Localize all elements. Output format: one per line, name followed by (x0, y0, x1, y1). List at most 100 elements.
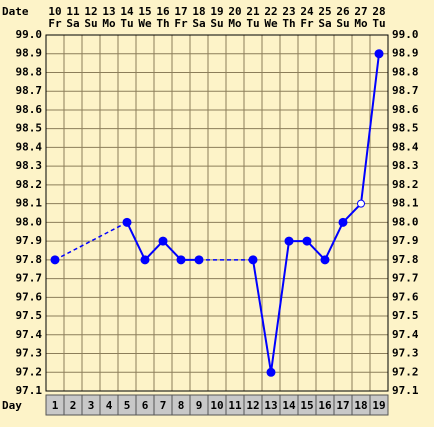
y-tick-label: 98.8 (16, 65, 43, 78)
y-tick-label: 98.3 (16, 159, 43, 172)
y-tick-label-right: 97.1 (392, 384, 419, 397)
y-tick-label: 97.3 (16, 347, 43, 360)
day-number: 19 (372, 399, 385, 412)
y-tick-label-right: 97.3 (392, 347, 419, 360)
y-tick-label-right: 98.0 (392, 215, 419, 228)
y-tick-label-right: 97.6 (392, 290, 419, 303)
day-number: 16 (318, 399, 332, 412)
y-tick-label: 98.6 (16, 103, 43, 116)
day-number: 17 (336, 399, 349, 412)
date-number: 24 (300, 5, 314, 18)
y-tick-label-right: 97.5 (392, 309, 419, 322)
y-tick-label-right: 97.2 (392, 365, 419, 378)
day-number: 15 (300, 399, 313, 412)
temp-point (266, 367, 276, 377)
date-label: Date (2, 5, 29, 18)
y-tick-label: 99.0 (16, 28, 43, 41)
day-number: 11 (228, 399, 242, 412)
day-number: 2 (70, 399, 77, 412)
day-number: 13 (264, 399, 277, 412)
date-number: 19 (210, 5, 223, 18)
y-tick-label-right: 97.8 (392, 253, 419, 266)
weekday: Su (84, 17, 97, 30)
plot-border (45, 34, 389, 392)
y-tick-label: 97.7 (16, 272, 43, 285)
weekday: Tu (246, 17, 259, 30)
date-number: 12 (84, 5, 97, 18)
date-number: 18 (192, 5, 205, 18)
weekday: Fr (300, 17, 314, 30)
weekday: Sa (192, 17, 205, 30)
day-number: 10 (210, 399, 223, 412)
date-number: 28 (372, 5, 385, 18)
weekday: Mo (228, 17, 242, 30)
date-number: 15 (138, 5, 151, 18)
day-number: 6 (142, 399, 149, 412)
y-tick-label: 97.6 (16, 290, 43, 303)
y-tick-label-right: 98.1 (392, 197, 419, 210)
y-tick-label: 97.8 (16, 253, 43, 266)
day-number: 8 (178, 399, 185, 412)
y-tick-label: 97.2 (16, 365, 43, 378)
date-number: 14 (120, 5, 134, 18)
y-tick-label: 98.0 (16, 215, 43, 228)
date-number: 23 (282, 5, 295, 18)
y-tick-label: 98.2 (16, 178, 43, 191)
temp-point (194, 255, 204, 265)
y-tick-label: 97.9 (16, 234, 43, 247)
weekday: Mo (102, 17, 116, 30)
y-tick-label: 98.4 (16, 140, 43, 153)
date-number: 22 (264, 5, 277, 18)
weekday: We (264, 17, 278, 30)
y-tick-label: 97.5 (16, 309, 43, 322)
y-tick-label-right: 98.8 (392, 65, 419, 78)
day-number: 3 (88, 399, 95, 412)
weekday: Th (282, 17, 295, 30)
temp-point (320, 255, 330, 265)
weekday: Sa (66, 17, 79, 30)
y-tick-label-right: 97.4 (392, 328, 419, 341)
temp-line (252, 53, 380, 373)
y-tick-label: 97.4 (16, 328, 43, 341)
day-number: 4 (106, 399, 113, 412)
date-number: 26 (336, 5, 350, 18)
weekday: Sa (318, 17, 331, 30)
weekday: Fr (174, 17, 188, 30)
temp-point (158, 236, 168, 246)
y-tick-label-right: 98.5 (392, 122, 419, 135)
weekday: Su (210, 17, 223, 30)
day-number: 18 (354, 399, 367, 412)
y-tick-label: 98.7 (16, 84, 43, 97)
y-tick-label: 97.1 (16, 384, 43, 397)
y-tick-label-right: 98.7 (392, 84, 419, 97)
weekday: Mo (354, 17, 368, 30)
y-tick-label: 98.9 (16, 47, 43, 60)
date-number: 17 (174, 5, 187, 18)
temp-point (122, 217, 132, 227)
day-number: 5 (124, 399, 131, 412)
day-number: 12 (246, 399, 259, 412)
date-number: 16 (156, 5, 170, 18)
weekday: Su (336, 17, 349, 30)
temp-point (357, 199, 365, 208)
y-tick-label-right: 98.6 (392, 103, 419, 116)
temp-point (302, 236, 312, 246)
weekday: Tu (120, 17, 133, 30)
date-number: 27 (354, 5, 367, 18)
y-tick-label: 98.5 (16, 122, 43, 135)
temp-point (140, 255, 150, 265)
date-number: 10 (48, 5, 61, 18)
date-number: 25 (318, 5, 331, 18)
day-number: 7 (160, 399, 167, 412)
temp-point (50, 255, 60, 265)
day-number: 9 (196, 399, 203, 412)
temp-point (176, 255, 186, 265)
temp-point (338, 217, 348, 227)
y-tick-label-right: 99.0 (392, 28, 419, 41)
temp-point (248, 255, 258, 265)
day-number: 1 (52, 399, 59, 412)
temp-point (284, 236, 294, 246)
weekday: Fr (48, 17, 62, 30)
date-number: 20 (228, 5, 241, 18)
